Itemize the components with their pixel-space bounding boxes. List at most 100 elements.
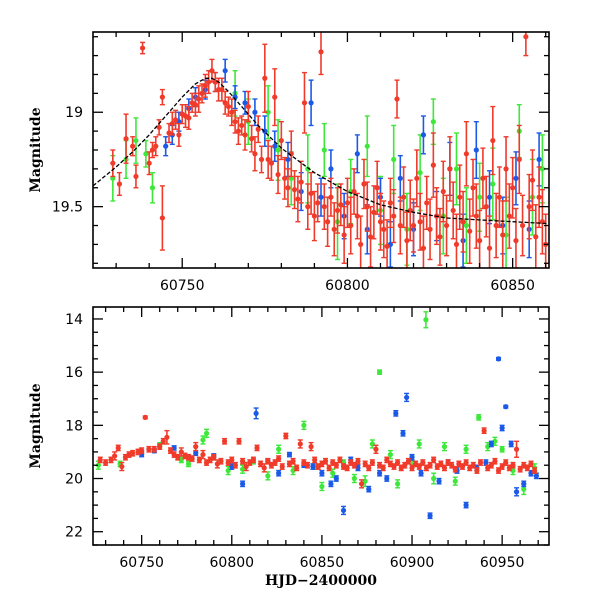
bottom-point-red bbox=[142, 414, 148, 420]
bottom-point-red bbox=[395, 459, 401, 466]
top-fit-curve bbox=[93, 77, 549, 225]
data-point bbox=[391, 156, 397, 163]
data-point bbox=[278, 137, 284, 144]
data-point bbox=[133, 173, 139, 180]
top-point-green bbox=[463, 187, 469, 264]
top-point-red bbox=[394, 79, 400, 119]
data-point bbox=[473, 147, 479, 153]
top-point-green bbox=[391, 124, 397, 195]
bottom-point-blue bbox=[328, 480, 334, 488]
data-point bbox=[470, 185, 476, 191]
data-point bbox=[492, 438, 498, 444]
data-point bbox=[499, 425, 505, 431]
data-point bbox=[252, 109, 258, 115]
bottom-point-blue bbox=[499, 424, 505, 432]
data-point bbox=[354, 213, 360, 219]
data-point bbox=[452, 478, 458, 484]
bottom-point-red bbox=[250, 456, 257, 464]
top-point-red bbox=[391, 188, 397, 244]
top-point-red bbox=[483, 175, 489, 238]
data-point bbox=[384, 243, 390, 249]
data-point bbox=[232, 119, 238, 125]
bottom-point-red bbox=[304, 461, 311, 469]
bottom-point-red bbox=[297, 439, 303, 449]
top-point-red bbox=[473, 183, 479, 249]
data-point bbox=[276, 446, 282, 452]
bottom-point-red bbox=[211, 453, 217, 461]
data-point bbox=[521, 481, 527, 487]
top-point-red bbox=[252, 136, 258, 172]
data-point bbox=[318, 194, 324, 200]
data-point bbox=[536, 156, 542, 163]
top-point-red bbox=[315, 183, 321, 223]
top-point-red bbox=[176, 122, 182, 147]
data-point bbox=[186, 115, 192, 121]
bottom-axes: 60750 60800 60850 60900 60950 14 16 18 20 22 bbox=[65, 306, 550, 571]
bottom-point-blue bbox=[276, 469, 282, 477]
data-point bbox=[239, 122, 245, 129]
data-point bbox=[477, 238, 483, 244]
data-point bbox=[275, 171, 281, 178]
data-point bbox=[513, 175, 519, 181]
top-point-red bbox=[331, 202, 337, 257]
bottom-panel: 60750 60800 60850 60900 60950 14 16 18 20 22 Magn… bbox=[28, 306, 550, 589]
top-point-red bbox=[443, 194, 450, 257]
bottom-point-red bbox=[189, 455, 195, 462]
data-point bbox=[286, 461, 293, 467]
data-point bbox=[420, 245, 427, 251]
data-point bbox=[364, 143, 370, 149]
data-point bbox=[452, 466, 458, 472]
data-point bbox=[214, 461, 220, 467]
data-point bbox=[423, 465, 430, 471]
top-point-red bbox=[166, 122, 172, 144]
data-point bbox=[513, 238, 519, 244]
data-point bbox=[416, 441, 422, 447]
top-point-red bbox=[358, 215, 364, 268]
top-point-blue bbox=[397, 154, 403, 202]
top-point-red bbox=[367, 205, 374, 268]
data-point bbox=[164, 434, 170, 440]
bottom-point-red bbox=[409, 464, 415, 472]
top-point-red bbox=[159, 88, 165, 106]
top-point-red bbox=[334, 187, 341, 234]
data-point bbox=[319, 461, 325, 467]
data-point bbox=[387, 451, 393, 458]
data-point bbox=[265, 473, 271, 479]
bottom-y-tick-label: 22 bbox=[65, 525, 83, 541]
data-point bbox=[508, 441, 514, 447]
bottom-point-red bbox=[373, 444, 379, 454]
data-point bbox=[265, 109, 271, 115]
data-point bbox=[268, 462, 275, 468]
top-point-red bbox=[470, 158, 476, 217]
top-point-red bbox=[500, 200, 506, 268]
bottom-point-red bbox=[358, 479, 365, 489]
data-point bbox=[526, 204, 532, 210]
top-point-red bbox=[192, 92, 199, 117]
top-point-red bbox=[338, 183, 344, 227]
top-x-tick-label: 60750 bbox=[160, 278, 205, 294]
bottom-point-red bbox=[200, 449, 206, 460]
data-point bbox=[496, 194, 503, 200]
data-point bbox=[503, 459, 509, 466]
data-point bbox=[151, 446, 157, 452]
bottom-point-red bbox=[369, 459, 375, 466]
data-point bbox=[312, 457, 318, 463]
bottom-point-red bbox=[312, 456, 318, 464]
top-point-red bbox=[123, 113, 129, 164]
bottom-point-red bbox=[344, 464, 350, 472]
data-point bbox=[373, 446, 379, 452]
top-point-red bbox=[255, 115, 261, 144]
data-point bbox=[142, 414, 148, 420]
data-point bbox=[463, 459, 469, 466]
data-point bbox=[222, 100, 228, 106]
top-point-red bbox=[146, 151, 152, 176]
bottom-point-blue bbox=[319, 469, 325, 477]
bottom-point-red bbox=[103, 459, 109, 466]
bottom-point-green bbox=[200, 435, 206, 445]
bottom-point-blue bbox=[340, 505, 347, 516]
data-point bbox=[123, 136, 129, 142]
bottom-x-tick-label: 60950 bbox=[480, 555, 525, 571]
top-point-blue bbox=[163, 136, 169, 157]
data-point bbox=[206, 79, 212, 85]
data-point bbox=[394, 96, 400, 102]
